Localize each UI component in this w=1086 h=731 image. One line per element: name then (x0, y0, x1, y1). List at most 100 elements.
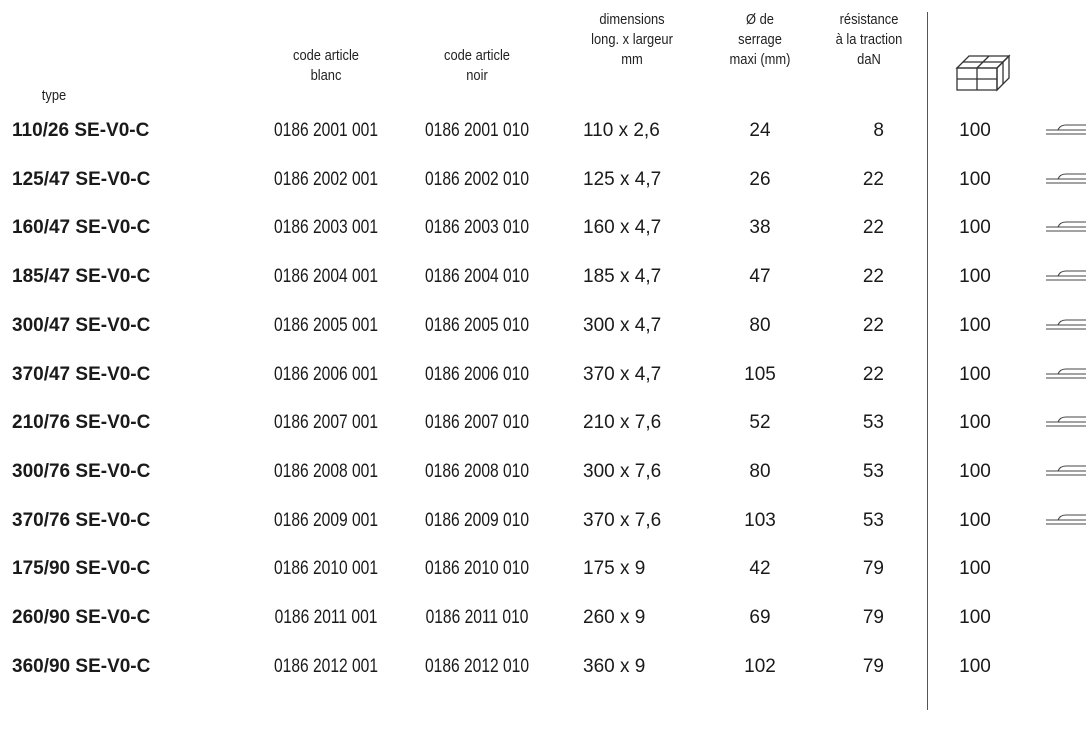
cell-traction: 22 (862, 266, 884, 288)
cell-type: 260/90 SE-V0-C (12, 607, 151, 628)
cell-traction: 53 (862, 460, 884, 482)
cell-dimensions: 125 x 4,7 (583, 168, 662, 190)
header-serrage-line-3: maxi (mm) (729, 51, 791, 68)
cell-traction: 22 (862, 314, 884, 336)
cell-code-noir: 0186 2007 010 (425, 412, 529, 434)
cable-tie-icon (1046, 367, 1086, 379)
cell-type: 210/76 SE-V0-C (12, 412, 151, 434)
cell-type: 110/26 SE-V0-C (12, 120, 150, 141)
table-row: 210/76 SE-V0-C 0186 2007 001 0186 2007 010… (0, 408, 1086, 438)
cell-traction: 79 (862, 655, 884, 677)
cell-serrage: 26 (749, 168, 771, 190)
cell-traction: 22 (862, 363, 884, 385)
table-row: 370/47 SE-V0-C 0186 2006 001 0186 2006 010… (0, 360, 1086, 390)
cell-type: 370/76 SE-V0-C (12, 509, 151, 531)
cell-traction: 79 (862, 607, 884, 628)
table-row: 360/90 SE-V0-C 0186 2012 001 0186 2012 010… (0, 652, 1086, 682)
cell-quantity: 100 (959, 558, 991, 580)
cell-serrage: 103 (744, 509, 776, 531)
cell-traction: 53 (862, 509, 884, 531)
cell-quantity: 100 (959, 314, 991, 336)
cell-type: 360/90 SE-V0-C (12, 655, 151, 677)
cell-type: 160/47 SE-V0-C (12, 217, 151, 239)
table-row: 160/47 SE-V0-C 0186 2003 001 0186 2003 010… (0, 213, 1086, 243)
cell-quantity: 100 (959, 655, 991, 677)
table-row: 125/47 SE-V0-C 0186 2002 001 0186 2002 010… (0, 165, 1086, 195)
table-row: 260/90 SE-V0-C 0186 2011 001 0186 2011 010… (0, 603, 1086, 633)
table-row: 185/47 SE-V0-C 0186 2004 001 0186 2004 010… (0, 262, 1086, 292)
cell-dimensions: 175 x 9 (583, 558, 646, 580)
header-serrage: Ø de serrage maxi (mm) (708, 10, 811, 70)
box-stack-icon (955, 54, 1011, 92)
cable-tie-icon (1046, 319, 1086, 330)
cell-code-blanc: 0186 2012 001 (274, 655, 378, 677)
header-type-line-1: type (41, 87, 67, 104)
cell-code-blanc: 0186 2003 001 (274, 217, 378, 239)
cell-code-noir: 0186 2006 010 (425, 363, 529, 385)
header-traction-line-2: à la traction (835, 31, 903, 48)
cell-code-noir: 0186 2004 010 (425, 266, 529, 288)
cable-tie-icon (1046, 221, 1086, 232)
header-traction-line-3: daN (857, 51, 881, 68)
cell-code-noir: 0186 2012 010 (425, 655, 529, 677)
cable-tie-icon (1046, 465, 1086, 476)
cell-traction: 22 (862, 168, 884, 190)
header-dimensions-line-1: dimensions (599, 11, 665, 28)
cell-code-noir: 0186 2003 010 (425, 217, 529, 239)
cell-type: 300/76 SE-V0-C (12, 460, 151, 482)
cell-code-blanc: 0186 2009 001 (274, 509, 378, 531)
header-dimensions-line-3: mm (621, 51, 643, 68)
cell-traction: 79 (862, 558, 884, 580)
cell-traction: 53 (862, 412, 884, 434)
cell-quantity: 100 (959, 168, 991, 190)
cable-tie-icon (1046, 173, 1086, 184)
cell-quantity: 100 (959, 120, 991, 141)
table-row: 370/76 SE-V0-C 0186 2009 001 0186 2009 010… (0, 506, 1086, 536)
cable-tie-icon (1046, 124, 1086, 135)
cell-serrage: 42 (749, 558, 771, 580)
cell-serrage: 69 (749, 607, 771, 628)
cell-code-blanc: 0186 2005 001 (274, 314, 378, 336)
header-traction-line-1: résistance (839, 11, 899, 28)
cell-code-noir: 0186 2009 010 (425, 509, 529, 531)
cell-dimensions: 300 x 7,6 (583, 460, 662, 482)
cell-dimensions: 110 x 2,6 (583, 120, 660, 141)
header-code-blanc-line-1: code article (293, 47, 359, 64)
cell-type: 300/47 SE-V0-C (12, 314, 151, 336)
column-divider (927, 12, 928, 710)
header-dimensions: dimensions long. x largeur mm (568, 10, 697, 70)
cell-quantity: 100 (959, 460, 991, 482)
table-row: 110/26 SE-V0-C 0186 2001 001 0186 2001 010… (0, 116, 1086, 146)
header-type: type (28, 86, 80, 106)
cell-type: 370/47 SE-V0-C (12, 363, 151, 385)
cell-code-blanc: 0186 2010 001 (274, 558, 378, 580)
cell-code-noir: 0186 2008 010 (425, 460, 529, 482)
cell-code-blanc: 0186 2008 001 (274, 460, 378, 482)
header-code-noir-line-2: noir (466, 67, 488, 84)
cell-code-blanc: 0186 2001 001 (274, 120, 378, 141)
cell-quantity: 100 (959, 607, 991, 628)
cell-type: 125/47 SE-V0-C (12, 168, 151, 190)
cell-code-blanc: 0186 2011 001 (274, 607, 378, 628)
header-code-noir: code article noir (408, 46, 546, 86)
cell-traction: 8 (873, 120, 884, 141)
cell-dimensions: 370 x 4,7 (583, 363, 662, 385)
header-traction: résistance à la traction daN (817, 10, 920, 70)
cell-quantity: 100 (959, 363, 991, 385)
cell-traction: 22 (862, 217, 884, 239)
header-code-noir-line-1: code article (444, 47, 510, 64)
cell-code-blanc: 0186 2007 001 (274, 412, 378, 434)
cell-serrage: 80 (749, 460, 771, 482)
cell-type: 175/90 SE-V0-C (12, 558, 151, 580)
cell-dimensions: 210 x 7,6 (583, 412, 662, 434)
cell-code-blanc: 0186 2004 001 (274, 266, 378, 288)
table-row: 300/47 SE-V0-C 0186 2005 001 0186 2005 010… (0, 311, 1086, 341)
cell-serrage: 80 (749, 314, 771, 336)
header-serrage-line-1: Ø de (746, 11, 774, 28)
cell-dimensions: 185 x 4,7 (583, 266, 662, 288)
cell-quantity: 100 (959, 217, 991, 239)
cable-tie-icon (1046, 514, 1086, 525)
cable-tie-icon (1046, 416, 1086, 427)
cell-type: 185/47 SE-V0-C (12, 266, 151, 288)
cell-quantity: 100 (959, 266, 991, 288)
